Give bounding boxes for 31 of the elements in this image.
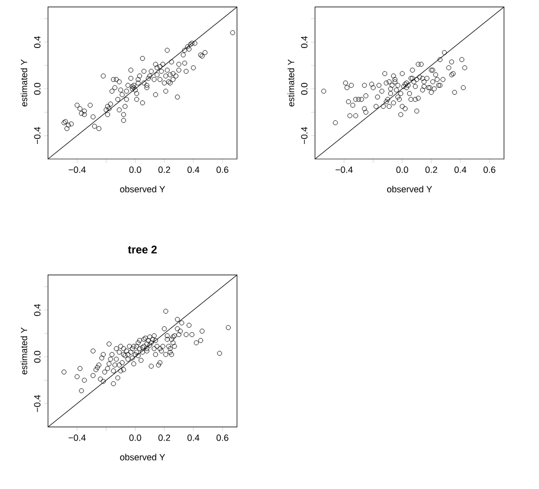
y-axis-title: estimated Y xyxy=(20,327,28,374)
y-axis-title: estimated Y xyxy=(20,59,28,106)
y-tick-label: −0.4 xyxy=(301,126,308,144)
x-tick-label: 0.4 xyxy=(454,166,466,173)
x-tick-label: 0.6 xyxy=(216,166,228,173)
x-tick-label: −0.4 xyxy=(336,166,353,173)
x-axis-title: observed Y xyxy=(120,186,166,192)
x-tick-label: 0.2 xyxy=(158,166,170,173)
y-tick-label: −0.4 xyxy=(34,126,40,144)
chart-title: tree 2 xyxy=(128,246,157,254)
x-tick-label: 0.2 xyxy=(158,434,170,441)
x-tick-label: 0.2 xyxy=(425,166,438,173)
x-tick-label: 0.6 xyxy=(216,434,228,441)
y-tick-label: 0.0 xyxy=(34,350,40,363)
x-tick-label: 0.0 xyxy=(129,434,142,441)
y-tick-label: 0.4 xyxy=(34,36,40,48)
y-tick-label: 0.4 xyxy=(34,304,40,316)
x-tick-label: −0.4 xyxy=(68,166,86,173)
y-tick-label: 0.0 xyxy=(34,82,40,95)
x-axis-title: observed Y xyxy=(120,454,166,460)
x-axis-title: observed Y xyxy=(387,186,432,192)
x-tick-label: −0.4 xyxy=(68,434,86,441)
x-tick-label: 0.4 xyxy=(187,434,200,441)
y-tick-label: 0.4 xyxy=(301,36,308,48)
y-axis-title: estimated Y xyxy=(288,59,294,106)
x-tick-label: 0.4 xyxy=(187,166,200,173)
x-tick-label: 0.6 xyxy=(484,166,496,173)
x-tick-label: 0.0 xyxy=(129,166,142,173)
y-tick-label: 0.0 xyxy=(301,82,308,95)
y-tick-label: −0.4 xyxy=(34,394,40,412)
x-tick-label: 0.0 xyxy=(396,166,408,173)
